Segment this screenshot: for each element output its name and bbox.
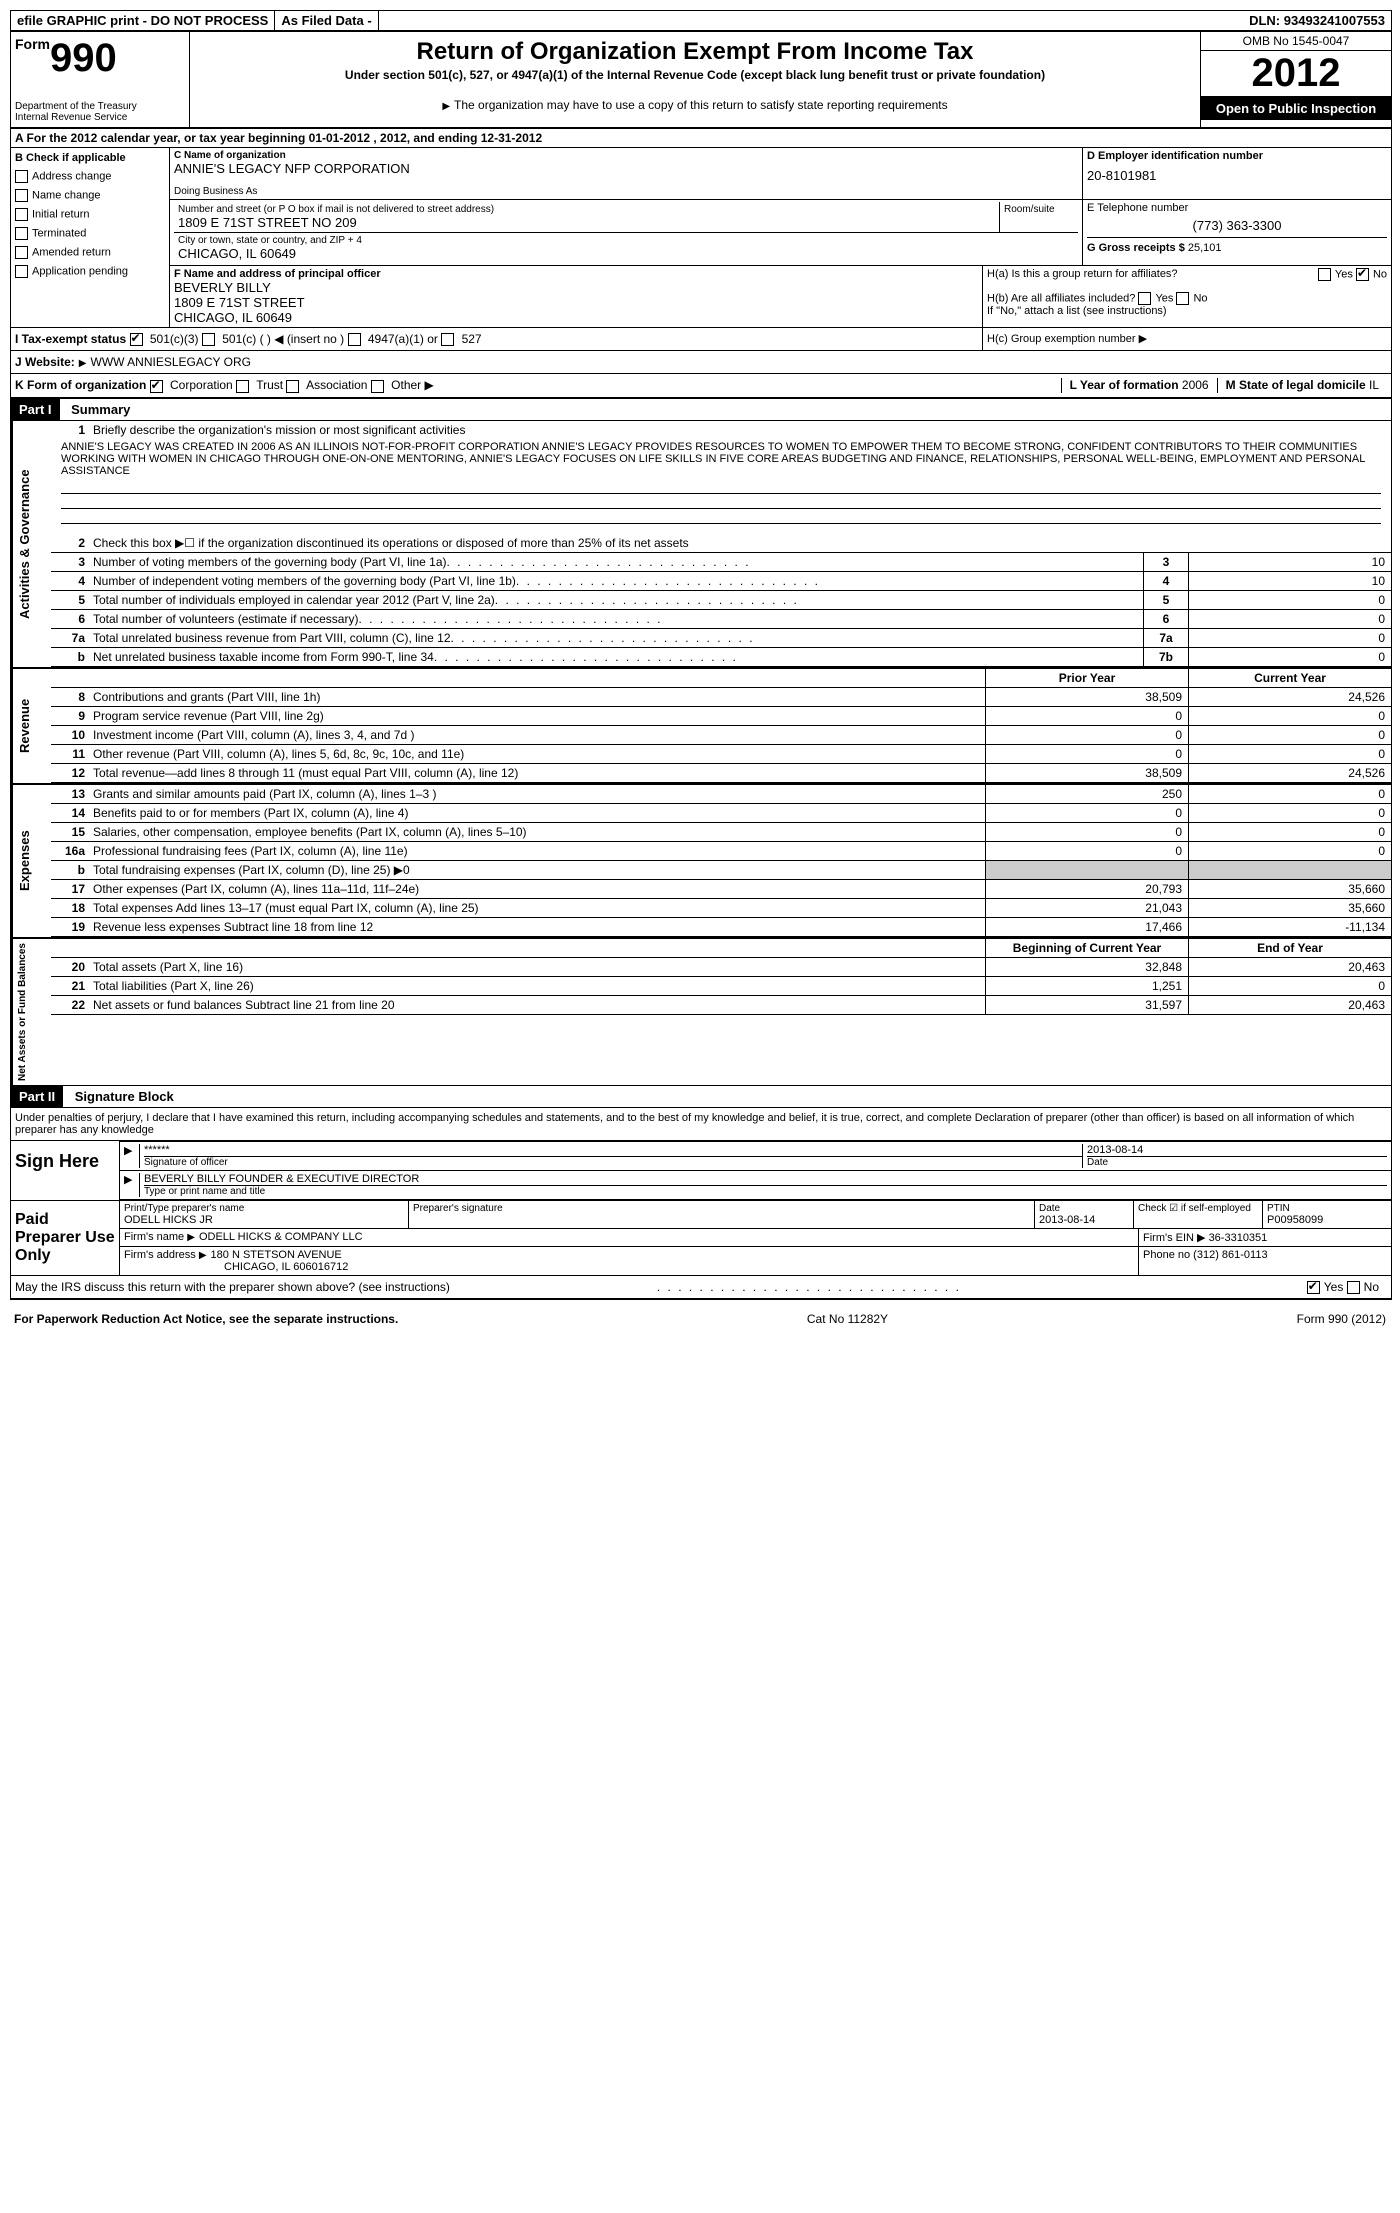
ein: 20-8101981: [1087, 168, 1387, 183]
line-22: 22Net assets or fund balances Subtract l…: [51, 996, 1391, 1015]
part2-header: Part II Signature Block: [11, 1086, 1391, 1108]
line-10: 10Investment income (Part VIII, column (…: [51, 726, 1391, 745]
line-b: bNet unrelated business taxable income f…: [51, 648, 1391, 667]
discuss-yes[interactable]: [1307, 1281, 1320, 1294]
phone: (773) 363-3300: [1087, 218, 1387, 233]
line-9: 9Program service revenue (Part VIII, lin…: [51, 707, 1391, 726]
footer: For Paperwork Reduction Act Notice, see …: [10, 1308, 1390, 1330]
line-6: 6Total number of volunteers (estimate if…: [51, 610, 1391, 629]
main-info: B Check if applicable Address change Nam…: [11, 148, 1391, 328]
section-b: B Check if applicable Address change Nam…: [11, 148, 170, 327]
line-8: 8Contributions and grants (Part VIII, li…: [51, 688, 1391, 707]
firm-phone: (312) 861-0113: [1193, 1249, 1267, 1261]
efile-notice: efile GRAPHIC print - DO NOT PROCESS: [11, 11, 275, 30]
officer-name-title: BEVERLY BILLY FOUNDER & EXECUTIVE DIRECT…: [144, 1173, 1387, 1185]
section-a: A For the 2012 calendar year, or tax yea…: [11, 129, 1391, 148]
discuss-no[interactable]: [1347, 1281, 1360, 1294]
firm-name: ODELL HICKS & COMPANY LLC: [187, 1231, 362, 1243]
gross-receipts: 25,101: [1188, 242, 1222, 254]
part1-header: Part I Summary: [11, 399, 1391, 421]
firm-ein: 36-3310351: [1209, 1232, 1268, 1244]
form-subtitle: Under section 501(c), 527, or 4947(a)(1)…: [200, 68, 1190, 82]
ha-yes[interactable]: [1318, 268, 1331, 281]
perjury-statement: Under penalties of perjury, I declare th…: [11, 1108, 1391, 1140]
line-20: 20Total assets (Part X, line 16)32,84820…: [51, 958, 1391, 977]
discuss-question: May the IRS discuss this return with the…: [15, 1280, 657, 1294]
header: Form990 Department of the Treasury Inter…: [11, 32, 1391, 129]
omb-number: OMB No 1545-0047: [1201, 32, 1391, 51]
form-title: Return of Organization Exempt From Incom…: [200, 38, 1190, 66]
line-15: 15Salaries, other compensation, employee…: [51, 823, 1391, 842]
mission-text: ANNIE'S LEGACY WAS CREATED IN 2006 AS AN…: [51, 439, 1391, 479]
line-12: 12Total revenue—add lines 8 through 11 (…: [51, 764, 1391, 783]
form-990: efile GRAPHIC print - DO NOT PROCESS As …: [10, 10, 1392, 1300]
amended-check[interactable]: [15, 246, 28, 259]
org-city: CHICAGO, IL 60649: [178, 246, 1074, 261]
org-address: 1809 E 71ST STREET NO 209: [178, 215, 995, 230]
paid-preparer: Paid Preparer Use Only Print/Type prepar…: [11, 1200, 1391, 1275]
firm-address: 180 N STETSON AVENUE: [199, 1249, 342, 1261]
netassets-section: Net Assets or Fund Balances Beginning of…: [11, 939, 1391, 1086]
ptin: P00958099: [1267, 1214, 1387, 1226]
header-left: Form990 Department of the Treasury Inter…: [11, 32, 190, 127]
org-name: ANNIE'S LEGACY NFP CORPORATION: [174, 161, 1078, 176]
line-18: 18Total expenses Add lines 13–17 (must e…: [51, 899, 1391, 918]
line-11: 11Other revenue (Part VIII, column (A), …: [51, 745, 1391, 764]
corp-check[interactable]: [150, 380, 163, 393]
dln: DLN: 93493241007553: [379, 11, 1391, 30]
dept-label: Department of the Treasury: [15, 101, 185, 112]
preparer-name: ODELL HICKS JR: [124, 1214, 404, 1226]
tax-year: 2012: [1201, 51, 1391, 97]
section-k: K Form of organization Corporation Trust…: [11, 374, 1391, 398]
501c3-check[interactable]: [130, 333, 143, 346]
line-16a: 16aProfessional fundraising fees (Part I…: [51, 842, 1391, 861]
header-center: Return of Organization Exempt From Incom…: [190, 32, 1201, 127]
line-b: bTotal fundraising expenses (Part IX, co…: [51, 861, 1391, 880]
section-c-to-h: C Name of organization ANNIE'S LEGACY NF…: [170, 148, 1391, 327]
line-17: 17Other expenses (Part IX, column (A), l…: [51, 880, 1391, 899]
line-3: 3Number of voting members of the governi…: [51, 553, 1391, 572]
line-4: 4Number of independent voting members of…: [51, 572, 1391, 591]
revenue-section: Revenue Prior Year Current Year 8Contrib…: [11, 669, 1391, 785]
officer-name: BEVERLY BILLY: [174, 280, 978, 295]
line-13: 13Grants and similar amounts paid (Part …: [51, 785, 1391, 804]
line-21: 21Total liabilities (Part X, line 26)1,2…: [51, 977, 1391, 996]
initial-return-check[interactable]: [15, 208, 28, 221]
line-19: 19Revenue less expenses Subtract line 18…: [51, 918, 1391, 937]
as-filed: As Filed Data -: [275, 11, 378, 30]
line-5: 5Total number of individuals employed in…: [51, 591, 1391, 610]
governance-section: Activities & Governance 1 Briefly descri…: [11, 421, 1391, 669]
ha-no[interactable]: [1356, 268, 1369, 281]
section-j: J Website: WWW ANNIESLEGACY ORG: [11, 351, 1391, 374]
website: WWW ANNIESLEGACY ORG: [79, 355, 251, 369]
header-note: The organization may have to use a copy …: [200, 98, 1190, 112]
line-7a: 7aTotal unrelated business revenue from …: [51, 629, 1391, 648]
header-right: OMB No 1545-0047 2012 Open to Public Ins…: [1201, 32, 1391, 127]
line-14: 14Benefits paid to or for members (Part …: [51, 804, 1391, 823]
top-bar: efile GRAPHIC print - DO NOT PROCESS As …: [11, 11, 1391, 32]
terminated-check[interactable]: [15, 227, 28, 240]
irs-label: Internal Revenue Service: [15, 112, 185, 123]
hb-no[interactable]: [1176, 292, 1189, 305]
name-change-check[interactable]: [15, 189, 28, 202]
expenses-section: Expenses 13Grants and similar amounts pa…: [11, 785, 1391, 939]
sign-here: Sign Here ▶ ****** Signature of officer …: [11, 1140, 1391, 1200]
hb-yes[interactable]: [1138, 292, 1151, 305]
pending-check[interactable]: [15, 265, 28, 278]
open-inspection: Open to Public Inspection: [1201, 97, 1391, 120]
address-change-check[interactable]: [15, 170, 28, 183]
